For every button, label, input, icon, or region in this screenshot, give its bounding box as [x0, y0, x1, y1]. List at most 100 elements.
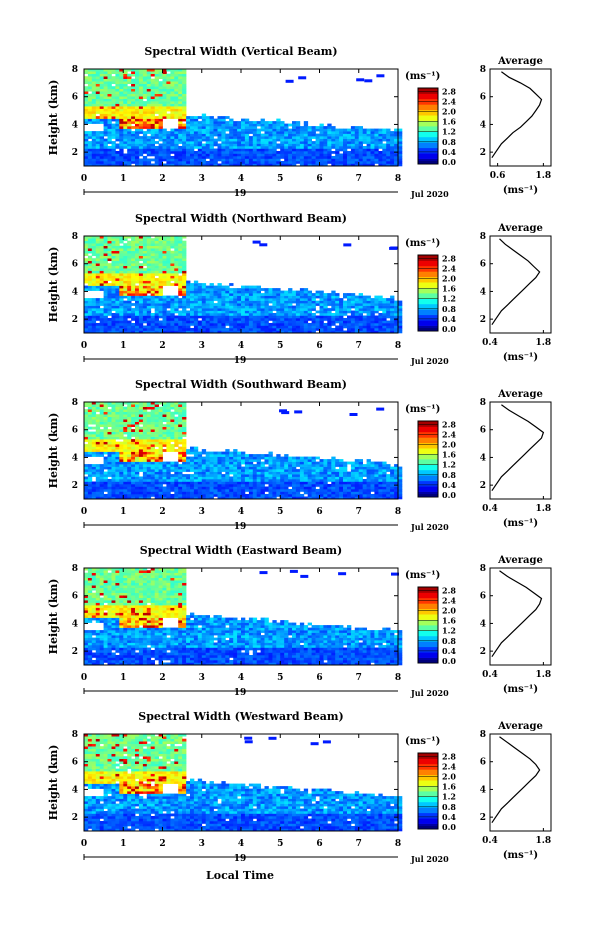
avg-y-tick-label: 8 [480, 398, 486, 408]
colorbar-tick-label: 0.4 [442, 480, 456, 490]
colorbar-tick-label: 0.0 [442, 656, 456, 666]
avg-x-tick-label: 1.8 [536, 504, 552, 514]
x-tick-label: 7 [356, 839, 362, 849]
x-tick-label: 5 [277, 673, 283, 683]
colorbar-tick-label: 1.2 [442, 294, 456, 304]
x-tick-label: 0 [81, 341, 87, 351]
x-tick-label: 4 [238, 341, 244, 351]
y-tick-label: 8 [72, 232, 78, 242]
y-tick-label: 8 [72, 564, 78, 574]
colorbar-tick-label: 0.4 [442, 646, 456, 656]
x-tick-label: 6 [316, 507, 322, 517]
avg-y-tick-label: 4 [480, 120, 486, 130]
average-x-label: (ms⁻¹) [503, 185, 538, 196]
colorbar-tick-label: 2.4 [442, 595, 456, 605]
average-line [491, 570, 543, 658]
colorbar [417, 752, 439, 830]
y-axis-label: Height (km) [47, 80, 60, 156]
x-tick-label: 2 [159, 341, 165, 351]
colorbar-tick-label: 2.0 [442, 440, 456, 450]
avg-y-tick-label: 6 [480, 758, 486, 768]
colorbar-tick-label: 1.2 [442, 792, 456, 802]
x-axis-label: Local Time [206, 869, 274, 882]
date-day-label: 19 [234, 854, 247, 864]
colorbar-tick-label: 1.2 [442, 127, 456, 137]
x-tick-label: 3 [199, 341, 205, 351]
average-frame [489, 68, 552, 167]
average-profile [489, 235, 552, 334]
colorbar-tick-label: 2.8 [442, 585, 456, 595]
y-axis-label: Height (km) [47, 745, 60, 821]
avg-y-tick-label: 2 [480, 647, 486, 657]
average-line [491, 736, 541, 824]
colorbar-tick-label: 0.0 [442, 490, 456, 500]
colorbar-tick-label: 1.2 [442, 626, 456, 636]
avg-y-tick-label: 4 [480, 287, 486, 297]
x-tick-label: 2 [159, 507, 165, 517]
average-frame [489, 733, 552, 832]
x-tick-label: 8 [395, 507, 401, 517]
colorbar-tick-label: 0.8 [442, 304, 456, 314]
x-tick-label: 0 [81, 507, 87, 517]
colorbar-unit: (ms⁻¹) [405, 71, 440, 82]
colorbar-frame [417, 586, 439, 664]
avg-y-tick-label: 4 [480, 619, 486, 629]
avg-y-tick-label: 6 [480, 93, 486, 103]
colorbar-tick-label: 2.8 [442, 419, 456, 429]
x-tick-label: 0 [81, 839, 87, 849]
avg-y-tick-label: 2 [480, 813, 486, 823]
avg-y-tick-label: 6 [480, 592, 486, 602]
colorbar-frame [417, 420, 439, 498]
colorbar-tick-label: 1.6 [442, 616, 456, 626]
avg-x-tick-label: 0.4 [482, 836, 498, 846]
x-tick-label: 2 [159, 839, 165, 849]
avg-y-tick-label: 8 [480, 564, 486, 574]
colorbar-frame [417, 254, 439, 332]
x-tick-label: 6 [316, 839, 322, 849]
x-tick-label: 6 [316, 174, 322, 184]
average-profile [489, 68, 552, 167]
y-tick-label: 2 [72, 148, 78, 158]
y-tick-label: 8 [72, 65, 78, 75]
average-title: Average [497, 223, 543, 234]
avg-x-tick-label: 0.4 [482, 338, 498, 348]
y-axis-label: Height (km) [47, 413, 60, 489]
x-tick-label: 5 [277, 341, 283, 351]
colorbar-tick-label: 1.6 [442, 450, 456, 460]
colorbar-tick-label: 2.8 [442, 751, 456, 761]
avg-x-tick-label: 1.8 [536, 338, 552, 348]
x-tick-label: 1 [120, 174, 126, 184]
colorbar-tick-label: 2.0 [442, 274, 456, 284]
x-tick-label: 0 [81, 174, 87, 184]
date-month-label: Jul 2020 [410, 854, 449, 864]
date-day-label: 19 [234, 356, 247, 366]
panel-3 [83, 401, 552, 528]
colorbar-tick-label: 0.0 [442, 157, 456, 167]
colorbar [417, 87, 439, 165]
avg-y-tick-label: 8 [480, 65, 486, 75]
x-tick-label: 1 [120, 839, 126, 849]
x-tick-label: 5 [277, 839, 283, 849]
x-tick-label: 4 [238, 507, 244, 517]
x-tick-label: 3 [199, 174, 205, 184]
y-tick-label: 6 [72, 260, 78, 270]
avg-x-tick-label: 1.8 [536, 171, 552, 181]
avg-x-tick-label: 0.4 [482, 504, 498, 514]
y-tick-label: 2 [72, 647, 78, 657]
panel-4 [83, 567, 552, 694]
average-title: Average [497, 721, 543, 732]
colorbar-tick-label: 0.8 [442, 636, 456, 646]
colorbar-tick-label: 2.0 [442, 606, 456, 616]
colorbar [417, 254, 439, 332]
x-tick-label: 3 [199, 507, 205, 517]
average-x-label: (ms⁻¹) [503, 684, 538, 695]
colorbar-tick-label: 2.4 [442, 263, 456, 273]
colorbar-tick-label: 0.8 [442, 137, 456, 147]
avg-y-tick-label: 4 [480, 453, 486, 463]
x-tick-label: 6 [316, 341, 322, 351]
colorbar-tick-label: 2.0 [442, 107, 456, 117]
x-tick-label: 7 [356, 673, 362, 683]
y-tick-label: 6 [72, 93, 78, 103]
colorbar-tick-label: 0.0 [442, 324, 456, 334]
